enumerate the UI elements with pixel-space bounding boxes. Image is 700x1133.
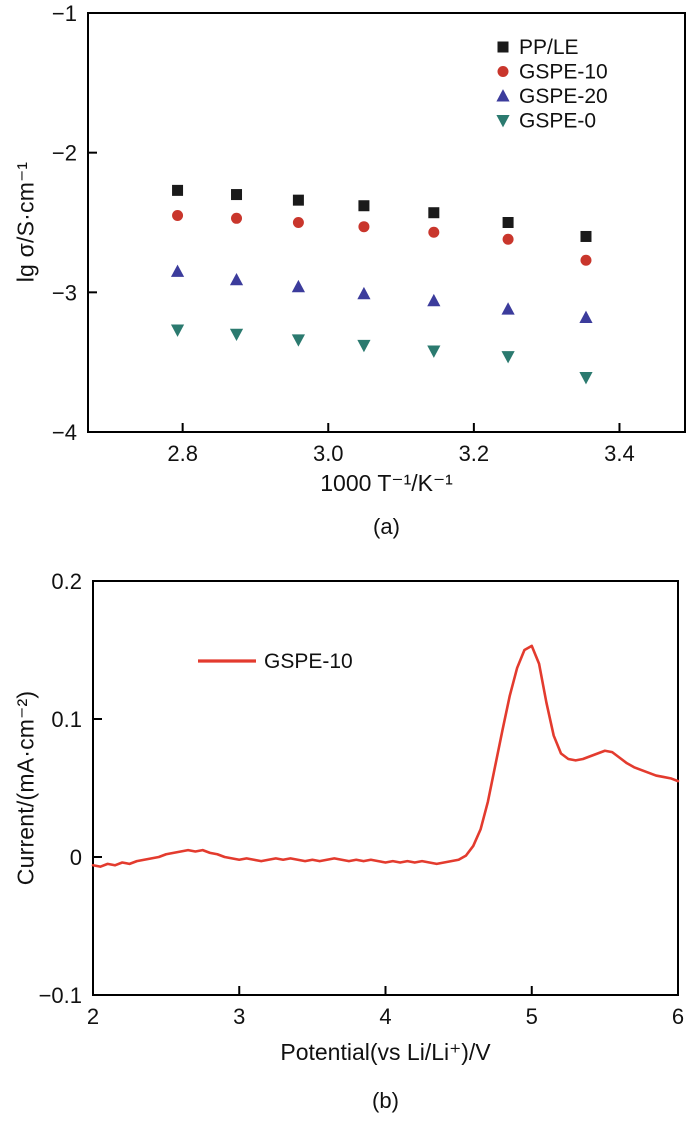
data-line: [91, 644, 680, 868]
series-GSPE-10: [91, 644, 680, 868]
legend-label: GSPE-10: [264, 650, 353, 673]
series-PP/LE: [172, 184, 592, 242]
chart-a-y-axis-label: lg σ/S·cm⁻¹: [12, 161, 39, 283]
y-tick-label: 0: [70, 845, 82, 870]
x-tick-label: 5: [526, 1004, 538, 1029]
y-tick-label: −1: [52, 1, 77, 26]
legend-label: PP/LE: [519, 36, 579, 59]
y-tick-label: 0.2: [51, 569, 82, 594]
axes: 2.8 3.0 3.2 3.4 −4 −3 −2 −1: [52, 1, 635, 466]
legend: GSPE-10: [198, 650, 353, 673]
y-tick-label: −0.1: [39, 983, 82, 1008]
y-tick-label: −4: [52, 420, 77, 445]
chart-a-caption: (a): [373, 514, 400, 539]
legend-entry: GSPE-20: [496, 85, 608, 108]
chart-a-x-axis-label: 1000 T⁻¹/K⁻¹: [320, 470, 453, 496]
chart-b-y-axis-label: Current/(mA·cm⁻²): [12, 690, 39, 886]
chart-b-x-axis-label: Potential(vs Li/Li⁺)/V: [280, 1039, 491, 1065]
plot-frame: [92, 580, 679, 996]
legend-label: GSPE-0: [519, 110, 596, 133]
chart-b-caption: (b): [372, 1088, 399, 1113]
x-tick-label: 4: [379, 1004, 391, 1029]
series-GSPE-0: [170, 324, 593, 385]
y-tick-label: 0.1: [51, 707, 82, 732]
series-GSPE-10: [172, 210, 592, 266]
x-tick-label: 2.8: [167, 441, 198, 466]
legend-entry: PP/LE: [497, 36, 579, 59]
x-tick-label: 2: [87, 1004, 99, 1029]
legend-label: GSPE-10: [519, 61, 608, 84]
plot-frame: [87, 12, 686, 433]
chart-a-panel: 2.8 3.0 3.2 3.4 −4 −3 −2 −1 PP/LE GSPE-10 GSPE-20 G…: [0, 0, 700, 558]
legend-entry: GSPE-10: [497, 61, 608, 84]
y-tick-label: −2: [52, 141, 77, 166]
series-GSPE-20: [170, 264, 593, 323]
x-tick-label: 3.4: [604, 441, 635, 466]
legend-label: GSPE-20: [519, 85, 608, 108]
chart-b-panel: 2 3 4 5 6 −0.1 0 0.1 0.2 GSPE-10 Current/(mA·cm⁻²…: [0, 558, 700, 1133]
x-tick-label: 3.2: [459, 441, 490, 466]
legend-entry: GSPE-0: [496, 110, 596, 133]
y-tick-label: −3: [52, 280, 77, 305]
x-tick-label: 3.0: [313, 441, 344, 466]
x-tick-label: 3: [233, 1004, 245, 1029]
chart-b-plot: 2 3 4 5 6 −0.1 0 0.1 0.2 GSPE-10: [39, 569, 685, 1029]
chart-a-plot: 2.8 3.0 3.2 3.4 −4 −3 −2 −1 PP/LEGSPE-10GSPE-20G…: [52, 1, 686, 466]
axes: 2 3 4 5 6 −0.1 0 0.1 0.2: [39, 569, 685, 1029]
x-tick-label: 6: [672, 1004, 684, 1029]
